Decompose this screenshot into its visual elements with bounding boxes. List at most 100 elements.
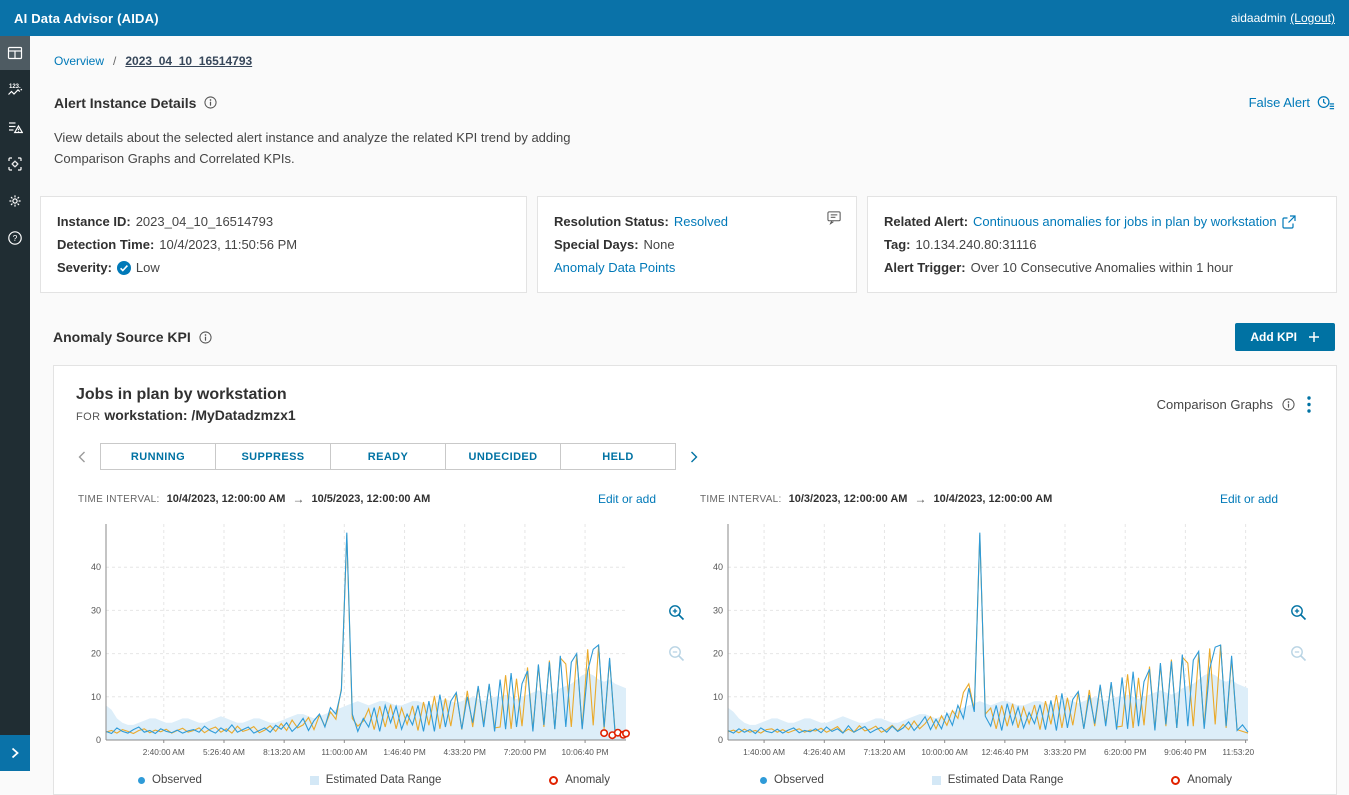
kpi-card: Jobs in plan by workstation FOR workstat… bbox=[53, 365, 1337, 795]
svg-text:30: 30 bbox=[713, 605, 723, 615]
zoom-out-icon bbox=[668, 645, 685, 662]
chevron-right-icon bbox=[690, 451, 698, 463]
observed-marker bbox=[138, 777, 145, 784]
kpi-123-icon: 123. bbox=[7, 82, 23, 98]
zoom-out-button[interactable] bbox=[668, 645, 685, 662]
chart-panel-left: TIME INTERVAL: 10/4/2023, 12:00:00 AM → … bbox=[76, 492, 692, 786]
observed-marker bbox=[760, 777, 767, 784]
logout-link[interactable]: (Logout) bbox=[1290, 11, 1335, 25]
breadcrumb-current-link[interactable]: 2023_04_10_16514793 bbox=[125, 54, 252, 68]
alert-info-cards: Instance ID:2023_04_10_16514793 Detectio… bbox=[40, 196, 1337, 293]
info-icon[interactable] bbox=[199, 331, 212, 344]
sidebar-item-checkpoints[interactable] bbox=[0, 147, 30, 181]
tab-undecided[interactable]: UNDECIDED bbox=[445, 443, 561, 470]
svg-text:6:20:00 PM: 6:20:00 PM bbox=[1104, 747, 1147, 757]
time-interval: TIME INTERVAL: 10/3/2023, 12:00:00 AM → … bbox=[700, 492, 1052, 506]
zoom-in-button[interactable] bbox=[668, 604, 685, 621]
tab-held[interactable]: HELD bbox=[560, 443, 676, 470]
svg-text:123.: 123. bbox=[9, 84, 21, 90]
external-link-icon[interactable] bbox=[1282, 215, 1296, 229]
chevron-left-icon bbox=[78, 451, 86, 463]
kpi-name: Jobs in plan by workstation bbox=[76, 386, 296, 404]
comparison-graphs-label: Comparison Graphs bbox=[1157, 397, 1273, 412]
plus-icon bbox=[1308, 331, 1320, 343]
kpi-trend-chart-right[interactable]: 0102030401:40:00 AM4:26:40 AM7:13:20 AM1… bbox=[698, 518, 1254, 766]
edit-or-add-link[interactable]: Edit or add bbox=[598, 492, 656, 506]
time-interval: TIME INTERVAL: 10/4/2023, 12:00:00 AM → … bbox=[78, 492, 430, 506]
estimated-range-marker bbox=[932, 776, 941, 785]
tag-value: 10.134.240.80:31116 bbox=[915, 233, 1036, 256]
false-alert-button[interactable]: False Alert bbox=[1249, 94, 1335, 111]
svg-text:10:00:00 AM: 10:00:00 AM bbox=[921, 747, 968, 757]
svg-text:9:06:40 PM: 9:06:40 PM bbox=[1164, 747, 1207, 757]
svg-text:10: 10 bbox=[713, 692, 723, 702]
alert-trigger-value: Over 10 Consecutive Anomalies within 1 h… bbox=[971, 256, 1233, 279]
resolution-card: Resolution Status:Resolved Special Days:… bbox=[537, 196, 857, 293]
main-content: Overview / 2023_04_10_16514793 Alert Insta… bbox=[30, 36, 1349, 771]
resolution-status-link[interactable]: Resolved bbox=[674, 210, 728, 233]
svg-text:?: ? bbox=[13, 233, 18, 243]
svg-text:10: 10 bbox=[91, 692, 101, 702]
info-icon[interactable] bbox=[204, 96, 217, 109]
severity-low-icon bbox=[117, 261, 131, 275]
tab-ready[interactable]: READY bbox=[330, 443, 446, 470]
note-icon[interactable] bbox=[827, 210, 842, 230]
breadcrumb-overview-link[interactable]: Overview bbox=[54, 54, 104, 68]
svg-text:3:33:20 PM: 3:33:20 PM bbox=[1044, 747, 1087, 757]
related-alert-card: Related Alert: Continuous anomalies for … bbox=[867, 196, 1337, 293]
tab-suppress[interactable]: SUPPRESS bbox=[215, 443, 331, 470]
instance-id: 2023_04_10_16514793 bbox=[136, 210, 273, 233]
sidebar-item-settings[interactable] bbox=[0, 184, 30, 218]
detection-time: 10/4/2023, 11:50:56 PM bbox=[159, 233, 297, 256]
tabs-scroll-right-button[interactable] bbox=[688, 449, 700, 465]
sidebar-item-dashboard[interactable] bbox=[0, 36, 30, 70]
anomaly-marker bbox=[549, 776, 558, 785]
zoom-in-button[interactable] bbox=[1290, 604, 1307, 621]
svg-text:4:26:40 AM: 4:26:40 AM bbox=[803, 747, 845, 757]
svg-text:7:20:00 PM: 7:20:00 PM bbox=[504, 747, 547, 757]
chart-panel-right: TIME INTERVAL: 10/3/2023, 12:00:00 AM → … bbox=[698, 492, 1314, 786]
tabs-scroll-left-button[interactable] bbox=[76, 449, 88, 465]
info-icon[interactable] bbox=[1282, 398, 1295, 411]
breadcrumb-separator: / bbox=[113, 54, 116, 68]
chart-legend: Observed Estimated Data Range Anomaly bbox=[76, 766, 660, 786]
svg-text:8:13:20 AM: 8:13:20 AM bbox=[263, 747, 305, 757]
zoom-in-icon bbox=[668, 604, 685, 621]
severity-value: Low bbox=[136, 256, 160, 279]
chevron-right-icon bbox=[10, 747, 20, 759]
chart-legend: Observed Estimated Data Range Anomaly bbox=[698, 766, 1282, 786]
estimated-range-marker bbox=[310, 776, 319, 785]
svg-text:11:00:00 AM: 11:00:00 AM bbox=[321, 747, 367, 757]
alerts-icon bbox=[7, 119, 23, 135]
alert-details-title: Alert Instance Details bbox=[54, 95, 217, 111]
anomaly-data-points-link[interactable]: Anomaly Data Points bbox=[554, 256, 675, 279]
svg-text:40: 40 bbox=[91, 562, 101, 572]
tab-running[interactable]: RUNNING bbox=[100, 443, 216, 470]
svg-text:5:26:40 AM: 5:26:40 AM bbox=[203, 747, 245, 757]
false-alert-icon bbox=[1317, 94, 1335, 111]
help-icon: ? bbox=[7, 230, 23, 246]
sidebar-expand-button[interactable] bbox=[0, 735, 30, 771]
dashboard-icon bbox=[7, 45, 23, 61]
sidebar-item-help[interactable]: ? bbox=[0, 221, 30, 255]
zoom-out-button[interactable] bbox=[1290, 645, 1307, 662]
sidebar-item-alerts[interactable] bbox=[0, 110, 30, 144]
kebab-menu-icon[interactable] bbox=[1304, 396, 1314, 413]
edit-or-add-link[interactable]: Edit or add bbox=[1220, 492, 1278, 506]
anomaly-source-kpi-title: Anomaly Source KPI bbox=[53, 329, 212, 345]
svg-text:7:13:20 AM: 7:13:20 AM bbox=[863, 747, 905, 757]
svg-text:2:40:00 AM: 2:40:00 AM bbox=[143, 747, 185, 757]
kpi-trend-chart-left[interactable]: 0102030402:40:00 AM5:26:40 AM8:13:20 AM1… bbox=[76, 518, 632, 766]
add-kpi-button[interactable]: Add KPI bbox=[1235, 323, 1335, 351]
anomaly-marker bbox=[1171, 776, 1180, 785]
frame-gear-icon bbox=[7, 156, 23, 172]
svg-text:11:53:20 PM: 11:53:20 PM bbox=[1222, 747, 1254, 757]
sidebar: 123. ? bbox=[0, 36, 30, 771]
svg-text:20: 20 bbox=[91, 649, 101, 659]
svg-text:1:46:40 PM: 1:46:40 PM bbox=[383, 747, 426, 757]
arrow-right-icon: → bbox=[292, 492, 304, 506]
related-alert-link[interactable]: Continuous anomalies for jobs in plan by… bbox=[973, 210, 1277, 233]
svg-text:30: 30 bbox=[91, 605, 101, 615]
svg-text:0: 0 bbox=[718, 735, 723, 745]
sidebar-item-kpis[interactable]: 123. bbox=[0, 73, 30, 107]
